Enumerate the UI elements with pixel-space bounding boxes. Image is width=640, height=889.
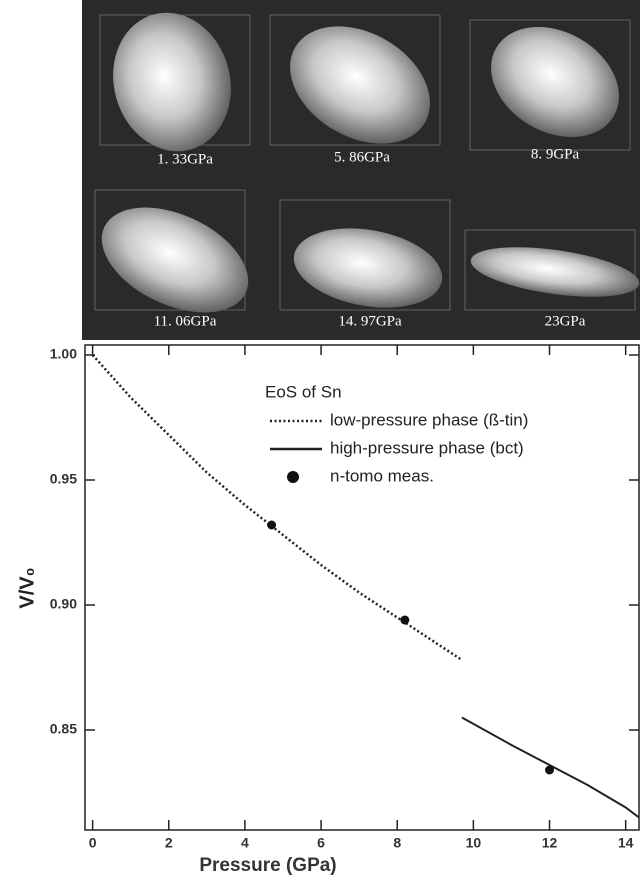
- legend-label: high-pressure phase (bct): [330, 438, 524, 457]
- plot-frame: [84, 344, 640, 831]
- legend-label: n-tomo meas.: [330, 466, 434, 485]
- x-tick-label: 0: [89, 835, 97, 851]
- legend-marker: [287, 471, 299, 483]
- panel-label: 1. 33GPa: [157, 151, 213, 167]
- x-tick-label: 6: [317, 835, 325, 851]
- series-line: [461, 716, 640, 819]
- x-tick-label: 8: [393, 835, 401, 851]
- data-point: [400, 615, 410, 625]
- panel-label: 14. 97GPa: [338, 313, 402, 329]
- x-tick-label: 2: [165, 835, 173, 851]
- y-tick-label: 0.95: [50, 471, 77, 487]
- legend: [250, 378, 622, 496]
- x-tick-label: 10: [466, 835, 482, 851]
- y-axis-label: V/V₀: [16, 567, 38, 608]
- y-tick-label: 0.85: [50, 721, 77, 737]
- x-axis-label: Pressure (GPa): [199, 855, 336, 876]
- panel-label: 23GPa: [545, 313, 586, 329]
- x-tick-label: 12: [542, 835, 558, 851]
- sample-renderings: [101, 12, 640, 313]
- panel-label: 5. 86GPa: [334, 149, 390, 165]
- legend-label: low-pressure phase (ß-tin): [330, 410, 528, 429]
- legend-title: EoS of Sn: [265, 382, 342, 401]
- panel-label: 11. 06GPa: [154, 313, 217, 329]
- x-tick-label: 14: [618, 835, 634, 851]
- y-tick-label: 1.00: [50, 346, 77, 362]
- y-tick-label: 0.90: [50, 596, 77, 612]
- x-tick-label: 4: [241, 835, 249, 851]
- data-point: [267, 520, 277, 530]
- data-point: [545, 765, 555, 775]
- panel-label: 8. 9GPa: [531, 146, 580, 162]
- series-line: [91, 354, 463, 662]
